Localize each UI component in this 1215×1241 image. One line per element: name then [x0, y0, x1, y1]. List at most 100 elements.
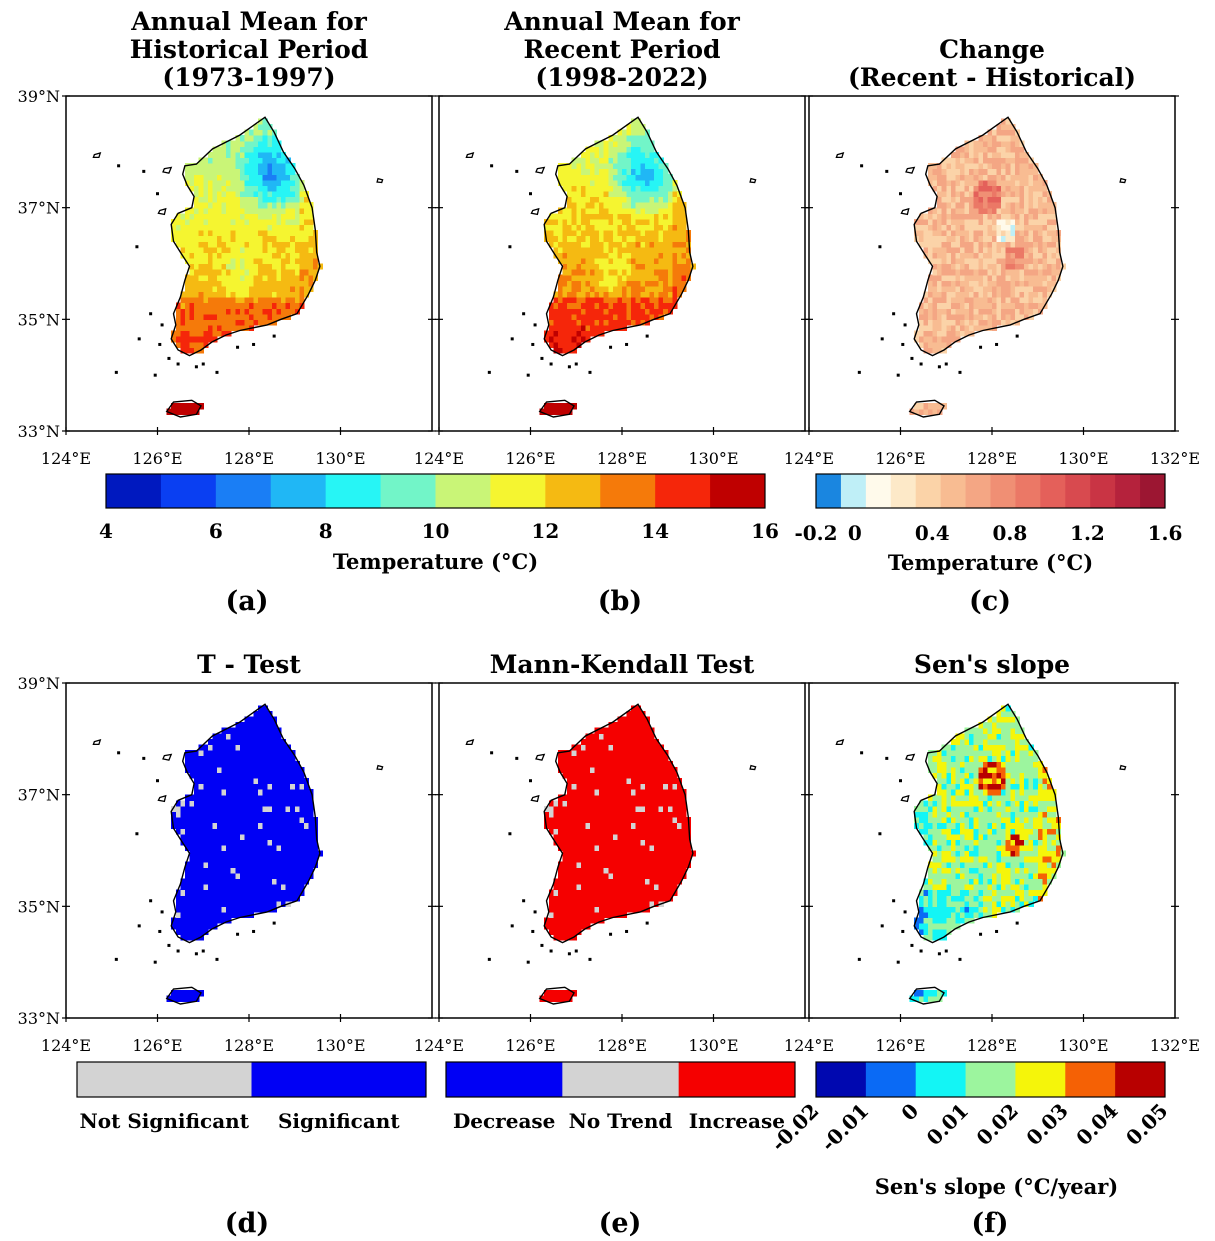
grid-cell — [608, 202, 614, 209]
grid-cell — [576, 811, 582, 818]
grid-cell — [649, 213, 655, 220]
grid-cell — [207, 789, 213, 796]
grid-cell — [996, 252, 1002, 259]
grid-cell — [950, 336, 956, 343]
grid-cell — [175, 224, 181, 231]
grid-cell — [239, 766, 246, 773]
island-dot — [515, 756, 519, 760]
grid-cell — [271, 291, 278, 298]
grid-cell — [216, 274, 223, 281]
grid-cell — [230, 280, 236, 287]
grid-cell — [932, 224, 938, 231]
grid-cell — [973, 207, 979, 214]
grid-cell — [1014, 168, 1021, 175]
grid-cell — [548, 218, 554, 226]
grid-cell — [580, 777, 586, 785]
grid-cell — [612, 174, 619, 181]
grid-cell — [216, 917, 223, 924]
grid-cell — [567, 241, 573, 248]
grid-cell — [281, 850, 287, 857]
grid-cell — [235, 246, 241, 253]
grid-cell — [249, 900, 255, 907]
grid-cell — [612, 805, 619, 813]
grid-cell — [230, 252, 236, 259]
grid-cell — [180, 900, 186, 907]
grid-cell — [258, 772, 264, 779]
grid-cell — [271, 844, 278, 852]
grid-cell — [973, 274, 979, 281]
grid-cell — [1024, 269, 1030, 276]
grid-cell — [276, 146, 282, 153]
grid-cell — [212, 241, 218, 248]
grid-cell — [612, 179, 619, 186]
grid-cell — [276, 297, 282, 304]
grid-cell — [194, 777, 200, 785]
grid-cell — [672, 794, 678, 801]
grid-cell — [631, 895, 637, 902]
grid-cell — [589, 828, 596, 835]
grid-cell — [608, 308, 614, 315]
grid-cell — [987, 179, 993, 186]
grid-cell — [294, 235, 300, 242]
grid-cell — [608, 822, 614, 829]
grid-cell — [262, 783, 268, 790]
grid-cell — [987, 157, 993, 164]
grid-cell — [194, 755, 200, 762]
grid-cell — [216, 889, 223, 896]
grid-cell — [964, 168, 970, 175]
grid-cell — [635, 733, 641, 740]
grid-cell — [599, 878, 605, 885]
grid-cell — [576, 308, 582, 315]
grid-cell — [964, 308, 970, 315]
grid-cell — [249, 163, 255, 170]
grid-cell — [594, 151, 600, 159]
grid-cell — [973, 297, 979, 304]
grid-cell — [562, 274, 568, 281]
grid-cell — [203, 794, 209, 801]
island-dot — [549, 949, 553, 953]
grid-cell — [239, 246, 246, 253]
grid-cell — [667, 235, 673, 242]
panel-c: Change(Recent - Historical) — [805, 35, 1179, 435]
grid-cell — [212, 755, 218, 762]
grid-cell — [253, 274, 259, 281]
grid-cell — [612, 755, 619, 762]
grid-cell — [276, 783, 282, 790]
grid-cell — [230, 878, 236, 885]
grid-cell — [1024, 252, 1030, 259]
grid-cell — [1001, 185, 1007, 192]
grid-cell — [271, 302, 278, 309]
grid-cell — [612, 906, 619, 913]
grid-cell — [608, 196, 614, 203]
grid-cell — [221, 872, 227, 880]
grid-cell — [676, 196, 683, 203]
grid-cell — [262, 722, 268, 729]
grid-cell — [203, 196, 209, 203]
grid-cell — [622, 872, 628, 880]
grid-cell — [585, 291, 591, 298]
grid-cell — [239, 185, 246, 192]
grid-cell — [608, 911, 614, 919]
grid-cell — [640, 207, 646, 214]
grid-cell — [226, 302, 232, 309]
grid-cell — [667, 230, 673, 237]
jeju-coastline — [538, 986, 575, 1005]
grid-cell — [285, 230, 291, 237]
grid-cell — [203, 202, 209, 209]
grid-cell — [258, 844, 264, 852]
grid-cell — [969, 280, 975, 287]
grid-cell — [681, 246, 687, 253]
island-dot — [135, 245, 139, 249]
grid-cell — [235, 285, 241, 293]
grid-cell — [258, 733, 264, 740]
grid-cell — [937, 246, 943, 253]
grid-cell — [299, 291, 305, 298]
grid-cell — [576, 252, 582, 259]
grid-cell — [681, 850, 687, 857]
coastline — [543, 116, 694, 357]
grid-cell — [1010, 218, 1016, 226]
grid-cell — [608, 168, 614, 175]
grid-cell — [276, 174, 282, 181]
grid-cell — [207, 861, 213, 868]
grid-cell — [1037, 263, 1043, 270]
